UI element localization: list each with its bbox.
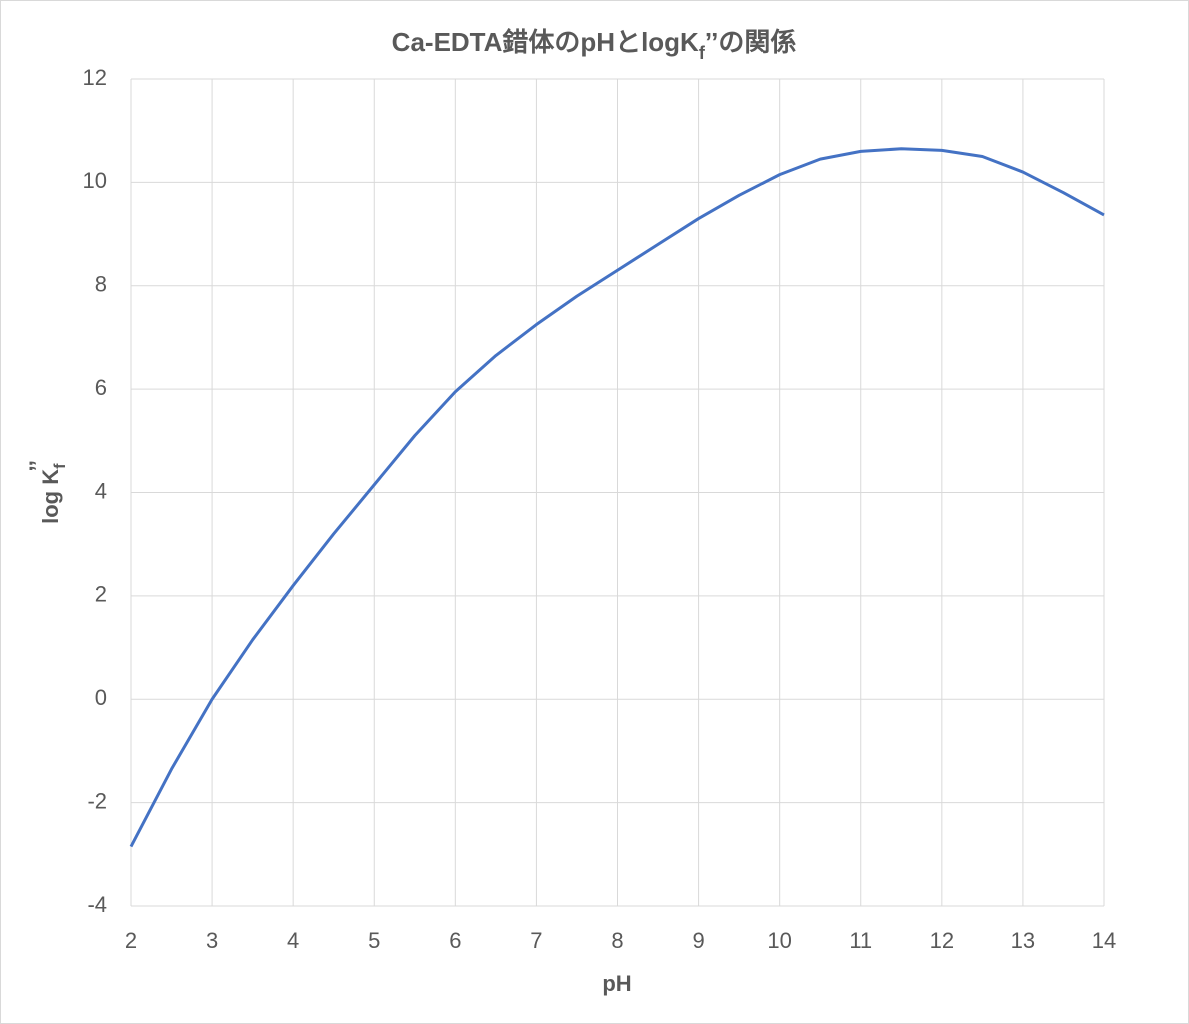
x-tick-label: 13 bbox=[1011, 928, 1035, 953]
y-axis-label: log Kf’’ bbox=[25, 460, 68, 524]
data-line bbox=[129, 147, 1105, 848]
x-tick-label: 2 bbox=[125, 928, 137, 953]
x-tick-label: 10 bbox=[767, 928, 791, 953]
y-tick-label: -4 bbox=[87, 892, 107, 917]
y-tick-label: -2 bbox=[87, 788, 107, 813]
text-part: f bbox=[52, 463, 69, 469]
x-tick-label: 5 bbox=[368, 928, 380, 953]
x-tick-label: 11 bbox=[849, 928, 872, 953]
y-tick-label: 2 bbox=[95, 582, 107, 607]
y-tick-label: 6 bbox=[95, 375, 107, 400]
text-part: ’’の関係 bbox=[705, 27, 796, 57]
y-tick-label: 12 bbox=[83, 65, 107, 90]
text-part: ’’ bbox=[25, 460, 50, 471]
x-tick-label: 6 bbox=[449, 928, 461, 953]
x-tick-label: 14 bbox=[1092, 928, 1116, 953]
x-tick-label: 12 bbox=[930, 928, 954, 953]
text-part: f bbox=[699, 43, 706, 63]
x-axis-label: pH bbox=[602, 971, 631, 996]
x-tick-label: 8 bbox=[611, 928, 623, 953]
x-tick-label: 9 bbox=[692, 928, 704, 953]
x-tick-label: 4 bbox=[287, 928, 299, 953]
y-tick-label: 10 bbox=[83, 168, 107, 193]
text-part: log K bbox=[38, 469, 63, 524]
chart-title: Ca-EDTA錯体のpHとlogKf’’の関係 bbox=[392, 27, 797, 63]
x-tick-label: 7 bbox=[530, 928, 542, 953]
y-tick-label: 4 bbox=[95, 478, 107, 503]
y-tick-label: 8 bbox=[95, 272, 107, 297]
y-tick-label: 0 bbox=[95, 685, 107, 710]
text-part: Ca-EDTA錯体のpHとlogK bbox=[392, 27, 699, 57]
x-tick-label: 3 bbox=[206, 928, 218, 953]
